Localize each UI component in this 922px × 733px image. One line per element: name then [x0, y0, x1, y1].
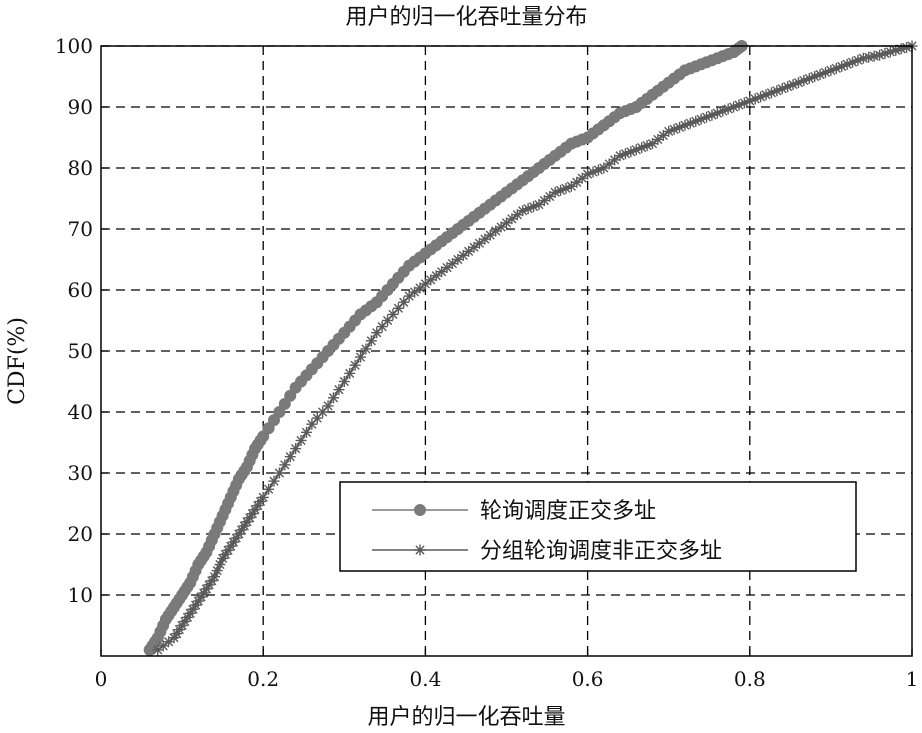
data-point: [792, 77, 804, 89]
data-point: [463, 245, 475, 257]
data-point: [836, 60, 848, 72]
data-point: [182, 611, 194, 623]
data-point: [436, 266, 448, 278]
data-point: [278, 397, 291, 410]
data-point: [668, 123, 680, 135]
data-point: [333, 384, 345, 396]
data-point: [295, 434, 307, 446]
y-axis-label: CDF(%): [5, 317, 30, 405]
data-point: [506, 213, 518, 225]
data-point: [257, 430, 270, 443]
data-point: [268, 414, 281, 427]
x-tick-label: 0.6: [572, 667, 604, 691]
legend-label: 分组轮询调度非正交多址: [480, 539, 722, 564]
data-point: [284, 389, 297, 402]
data-point: [344, 367, 356, 379]
x-tick-label: 0.8: [734, 667, 766, 691]
data-point: [630, 144, 642, 156]
y-tick-label: 20: [68, 522, 93, 546]
x-tick-label: 1: [906, 667, 919, 691]
series-2: [152, 40, 918, 656]
data-point: [273, 406, 286, 418]
data-point: [819, 66, 831, 78]
y-tick-label: 60: [68, 278, 93, 302]
data-point: [338, 376, 350, 387]
x-axis-label: 用户的归一化吞吐量: [367, 705, 565, 730]
axis-ticks: 0 0.2 0.4 0.6 0.8 1 10 20 30 40 50 60 70 80 90 100: [55, 34, 919, 691]
data-point: [760, 89, 772, 101]
data-point: [279, 459, 291, 471]
y-tick-label: 10: [68, 583, 93, 607]
data-point: [290, 443, 302, 455]
data-point: [560, 182, 572, 194]
y-tick-label: 30: [68, 461, 93, 485]
data-point: [273, 467, 285, 479]
data-point: [765, 87, 777, 99]
legend-box: [339, 481, 857, 572]
data-point: [641, 140, 653, 152]
data-point: [782, 81, 794, 93]
y-tick-label: 40: [68, 400, 93, 424]
data-point: [609, 154, 621, 166]
chart-title: 用户的归一化吞吐量分布: [345, 5, 587, 30]
data-point: [814, 68, 826, 80]
data-point: [592, 164, 604, 176]
x-tick-label: 0: [95, 667, 108, 691]
series-1: [143, 40, 748, 656]
data-point: [355, 351, 367, 363]
data-point: [874, 49, 886, 61]
legend-label: 轮询调度正交多址: [480, 499, 656, 524]
data-point: [268, 475, 280, 487]
data-point: [263, 483, 275, 495]
data-point: [701, 111, 713, 123]
data-point: [414, 504, 426, 516]
data-point: [430, 270, 442, 282]
data-point: [809, 71, 821, 82]
x-tick-label: 0.4: [409, 667, 441, 691]
data-point: [360, 343, 372, 355]
data-point: [441, 262, 453, 274]
y-tick-label: 70: [68, 217, 93, 241]
y-tick-label: 100: [55, 34, 93, 58]
series-lines: [143, 40, 918, 656]
data-point: [365, 335, 377, 347]
data-point: [300, 426, 312, 438]
data-point: [711, 107, 723, 119]
plot-area-frame: [100, 45, 913, 657]
y-tick-label: 90: [68, 95, 93, 119]
x-tick-label: 0.2: [247, 667, 279, 691]
y-tick-label: 80: [68, 156, 93, 180]
data-point: [690, 115, 702, 127]
data-point: [262, 422, 275, 435]
data-point: [755, 91, 767, 103]
data-point: [257, 491, 269, 503]
data-point: [327, 392, 339, 404]
data-point: [284, 451, 296, 463]
data-point: [414, 544, 426, 556]
data-point: [322, 400, 334, 412]
data-point: [349, 359, 361, 371]
y-tick-label: 50: [68, 339, 93, 363]
data-point: [722, 103, 734, 115]
